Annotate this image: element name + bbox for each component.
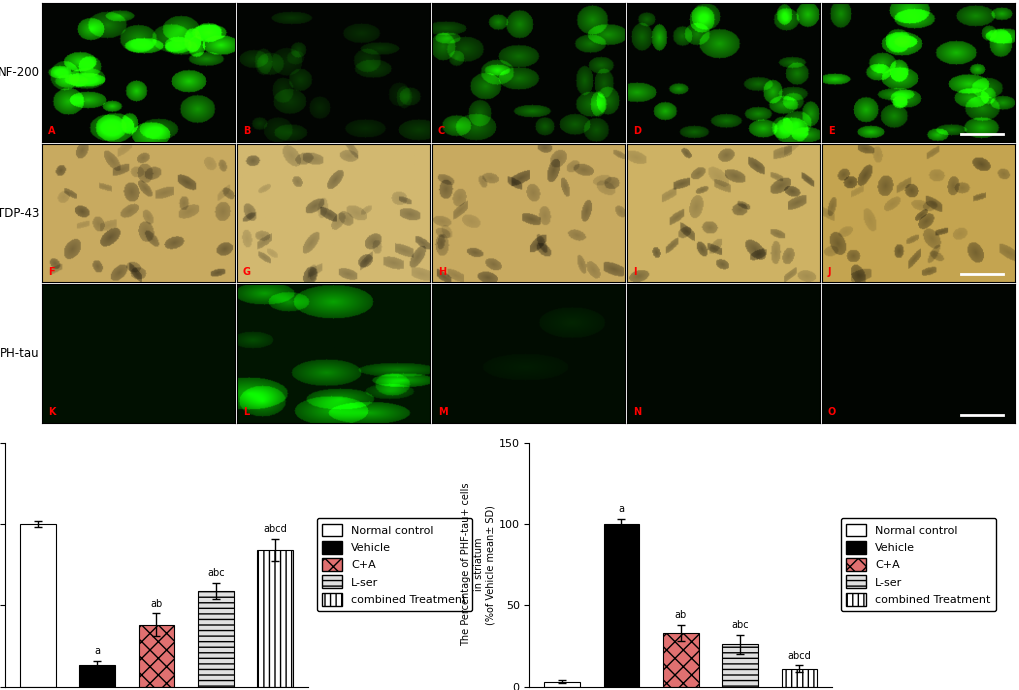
Legend: Normal control, Vehicle, C+A, L-ser, combined Treatment: Normal control, Vehicle, C+A, L-ser, com… bbox=[316, 518, 472, 611]
Text: A: A bbox=[48, 126, 55, 137]
Title: Combined treatment: Combined treatment bbox=[853, 0, 982, 3]
Title: Normal: Normal bbox=[115, 0, 161, 3]
Y-axis label: The Percentage of PHF-tau+ cells
in striatum
(%of Vehicle mean± SD): The Percentage of PHF-tau+ cells in stri… bbox=[461, 483, 495, 647]
Text: D: D bbox=[632, 126, 640, 137]
Text: E: E bbox=[826, 126, 834, 137]
Text: M: M bbox=[437, 407, 447, 417]
Legend: Normal control, Vehicle, C+A, L-ser, combined Treatment: Normal control, Vehicle, C+A, L-ser, com… bbox=[840, 518, 996, 611]
Text: G: G bbox=[243, 267, 251, 277]
Bar bbox=[139, 624, 174, 687]
Bar bbox=[20, 524, 55, 687]
Text: H: H bbox=[437, 267, 445, 277]
Text: B: B bbox=[243, 126, 250, 137]
Text: ab: ab bbox=[150, 598, 162, 609]
Text: F: F bbox=[48, 267, 54, 277]
Text: abcd: abcd bbox=[787, 651, 810, 660]
Bar bbox=[198, 591, 233, 687]
Title: L-ser: L-ser bbox=[707, 0, 738, 3]
Text: abc: abc bbox=[207, 568, 224, 578]
Bar bbox=[662, 633, 698, 687]
Text: J: J bbox=[826, 267, 830, 277]
Title: Vehicle: Vehicle bbox=[311, 0, 356, 3]
Text: ab: ab bbox=[674, 610, 686, 620]
Text: NF-200: NF-200 bbox=[0, 66, 40, 79]
Text: PH-tau: PH-tau bbox=[0, 347, 40, 360]
Bar bbox=[544, 682, 579, 687]
Bar bbox=[603, 524, 639, 687]
Text: TDP-43: TDP-43 bbox=[0, 206, 40, 219]
Text: O: O bbox=[826, 407, 836, 417]
Text: abc: abc bbox=[731, 620, 748, 630]
Bar bbox=[781, 669, 816, 687]
Title: C+A: C+A bbox=[514, 0, 542, 3]
Text: C: C bbox=[437, 126, 444, 137]
Bar bbox=[257, 550, 292, 687]
Bar bbox=[721, 644, 757, 687]
Text: a: a bbox=[94, 646, 100, 656]
Text: N: N bbox=[632, 407, 640, 417]
Text: K: K bbox=[48, 407, 55, 417]
Text: I: I bbox=[632, 267, 636, 277]
Bar bbox=[79, 665, 115, 687]
Text: a: a bbox=[618, 504, 624, 514]
Text: abcd: abcd bbox=[263, 524, 286, 534]
Text: L: L bbox=[243, 407, 249, 417]
